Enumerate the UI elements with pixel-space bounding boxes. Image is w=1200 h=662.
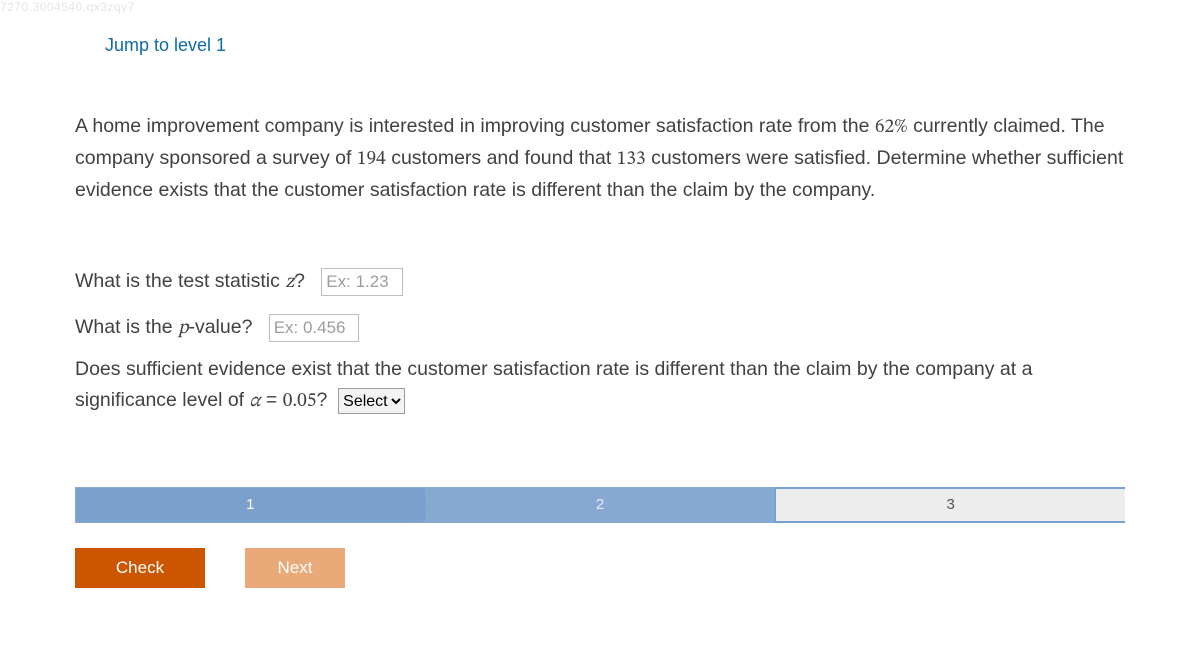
jump-to-level-link[interactable]: Jump to level 1 [105, 35, 1125, 56]
conclusion-select[interactable]: Select [338, 388, 405, 414]
check-button[interactable]: Check [75, 548, 205, 588]
p-variable: p [178, 318, 188, 338]
next-button[interactable]: Next [245, 548, 345, 588]
z-statistic-input[interactable] [321, 268, 403, 296]
q2-label: What is the [75, 316, 178, 338]
problem-text: A home improvement company is interested… [75, 115, 875, 137]
level-3-segment[interactable]: 3 [774, 487, 1125, 523]
q1-label: What is the test statistic [75, 270, 285, 292]
level-1-segment[interactable]: 1 [76, 488, 426, 522]
q1-label: ? [294, 270, 305, 292]
z-variable: z [285, 272, 294, 292]
q3-eq: = [260, 389, 282, 411]
q3-text: ? [316, 389, 327, 411]
p-value-input[interactable] [269, 314, 359, 342]
questions-block: What is the test statistic z? What is th… [75, 262, 1125, 417]
problem-statement: A home improvement company is interested… [75, 111, 1125, 207]
question-p: What is the p-value? [75, 308, 1125, 348]
exercise-area: Jump to level 1 A home improvement compa… [0, 0, 1200, 588]
q2-label: -value? [188, 316, 252, 338]
alpha-variable: α [250, 391, 261, 411]
level-2-segment[interactable]: 2 [426, 488, 776, 522]
claimed-percent: 62% [875, 117, 908, 137]
satisfied-count: 133 [617, 149, 646, 169]
alpha-value: 0.05 [283, 391, 317, 411]
problem-text: customers and found that [386, 147, 617, 169]
action-buttons: Check Next [75, 548, 1125, 588]
question-z: What is the test statistic z? [75, 262, 1125, 302]
sample-size: 194 [357, 149, 386, 169]
q3-text: Does sufficient evidence exist that the … [75, 358, 1032, 411]
question-conclusion: Does sufficient evidence exist that the … [75, 354, 1125, 417]
level-progress-bar: 1 2 3 [75, 487, 1125, 523]
